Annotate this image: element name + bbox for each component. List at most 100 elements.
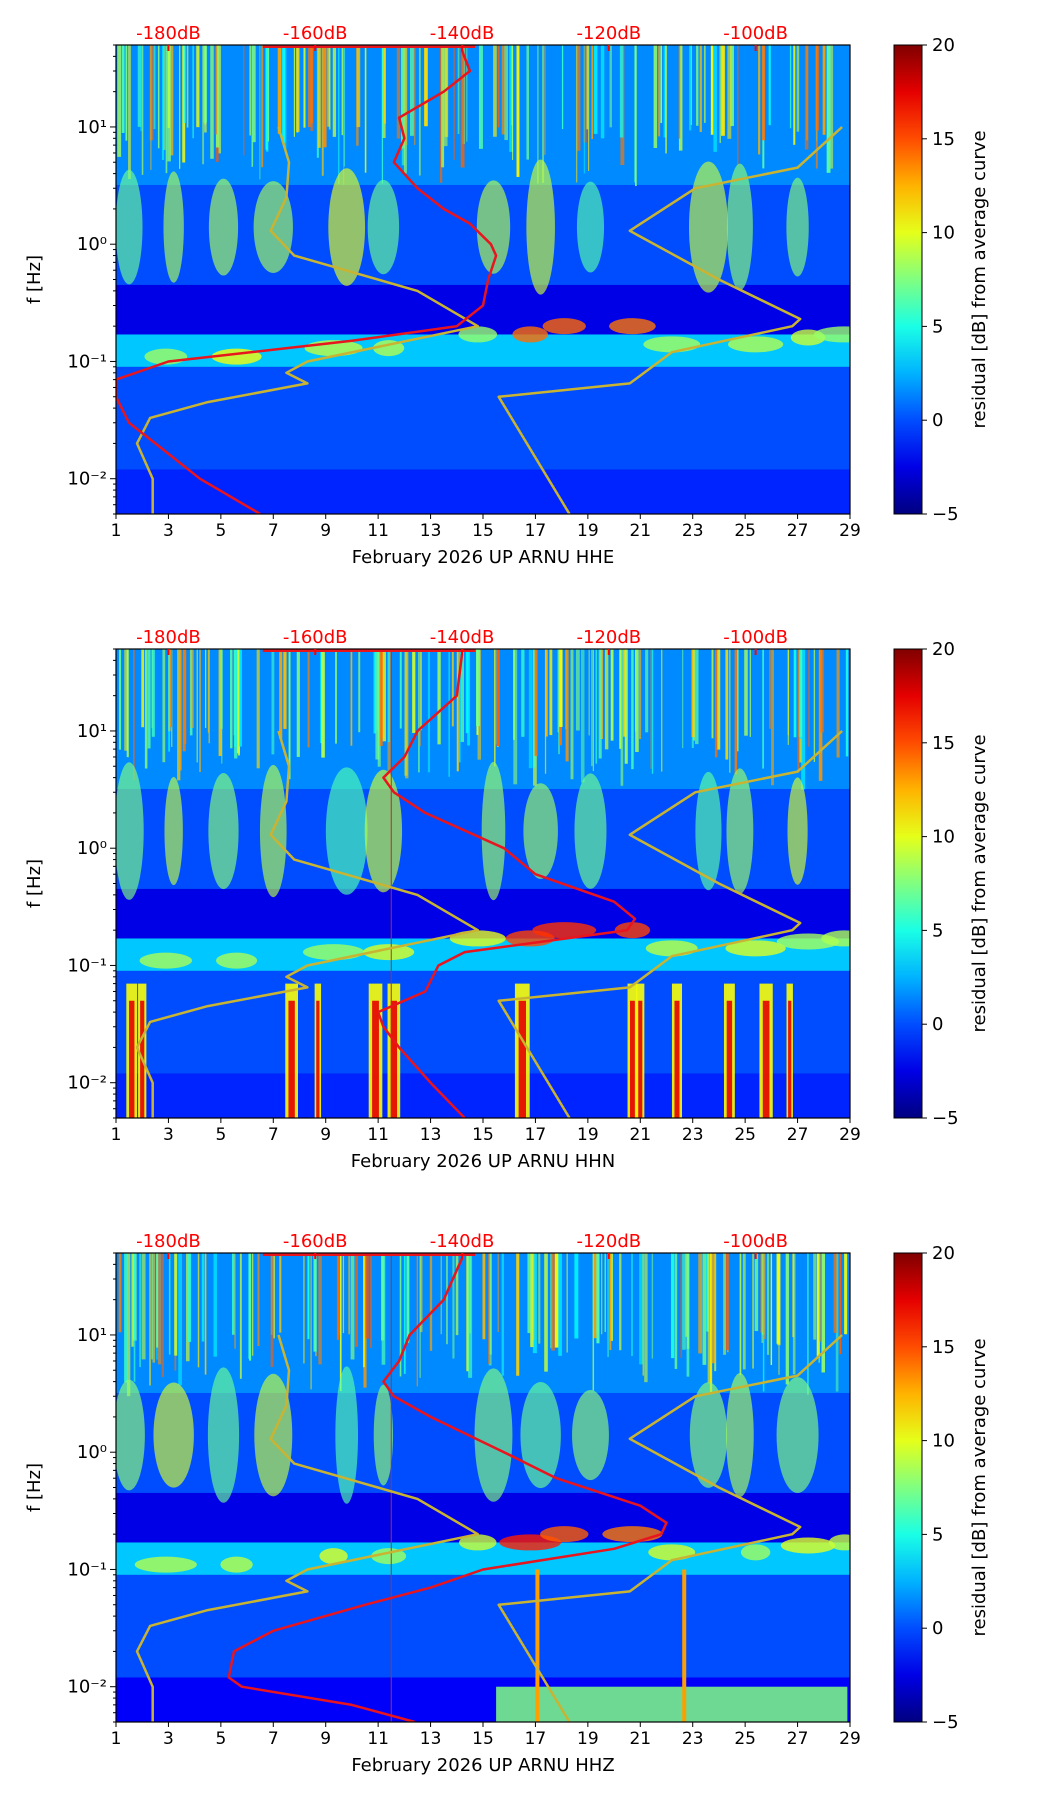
heatmap-storm-event bbox=[614, 922, 651, 939]
psd-curve bbox=[227, 1257, 668, 1722]
y-axis-label: f [Hz] bbox=[24, 859, 45, 908]
heatmap-streak bbox=[147, 649, 151, 749]
x-tick-label: 23 bbox=[682, 1729, 704, 1749]
db-top-label: -120dB bbox=[577, 23, 642, 44]
x-tick-label: 1 bbox=[111, 1729, 122, 1749]
heatmap-streak bbox=[609, 45, 612, 128]
heatmap-streak bbox=[170, 45, 174, 156]
heatmap-band bbox=[116, 1492, 850, 1543]
heatmap-streak bbox=[736, 649, 739, 752]
heatmap-streak bbox=[598, 649, 602, 759]
colorbar-tick-label: 0 bbox=[932, 1618, 943, 1639]
heatmap-streak bbox=[204, 45, 207, 133]
heatmap-streak bbox=[752, 1253, 754, 1369]
x-tick-label: 7 bbox=[268, 1125, 279, 1145]
colorbar-gradient bbox=[893, 44, 923, 515]
x-tick-label: 19 bbox=[577, 521, 599, 541]
heatmap-storm-event bbox=[542, 318, 586, 335]
heatmap-streak bbox=[364, 45, 367, 173]
heatmap-streak bbox=[277, 45, 282, 134]
heatmap-streak bbox=[358, 649, 361, 733]
heatmap-streak bbox=[279, 1253, 282, 1333]
heatmap-streak bbox=[318, 1253, 322, 1365]
colorbar-tick-label: 20 bbox=[932, 35, 955, 56]
heatmap-streak bbox=[604, 649, 609, 750]
heatmap-streak bbox=[187, 1253, 192, 1342]
heatmap-streak bbox=[558, 1253, 562, 1356]
heatmap-streak bbox=[819, 1253, 821, 1342]
heatmap-streak bbox=[179, 649, 182, 771]
x-tick-label: 11 bbox=[367, 521, 389, 541]
heatmap-blob bbox=[325, 767, 368, 895]
heatmap-streak bbox=[387, 649, 390, 743]
y-tick-label: 10⁻¹ bbox=[67, 955, 107, 976]
colorbar-tick-label: 5 bbox=[932, 1524, 943, 1545]
heatmap-streak bbox=[496, 649, 500, 747]
heatmap-blob bbox=[776, 1377, 819, 1493]
heatmap-streak bbox=[538, 1253, 541, 1344]
heatmap-streak bbox=[441, 45, 445, 168]
heatmap-streak bbox=[575, 45, 578, 183]
heatmap-streak bbox=[467, 649, 470, 746]
heatmap-streak bbox=[527, 1253, 531, 1334]
heatmap-lowfreq-event bbox=[682, 1569, 687, 1722]
heatmap-streak bbox=[678, 45, 681, 139]
x-tick-label: 1 bbox=[111, 1125, 122, 1145]
heatmap-streak bbox=[709, 1253, 713, 1395]
heatmap-blob bbox=[572, 1390, 609, 1481]
heatmap-streak bbox=[279, 649, 283, 739]
heatmap-streak bbox=[231, 1253, 235, 1335]
heatmap-streak bbox=[318, 45, 321, 148]
x-tick-label: 25 bbox=[734, 1729, 756, 1749]
heatmap-streak bbox=[140, 45, 143, 132]
reference-curve-left bbox=[135, 1334, 480, 1722]
heatmap-streak bbox=[453, 45, 455, 160]
heatmap-storm-event bbox=[740, 1544, 771, 1561]
heatmap-streak bbox=[249, 45, 251, 136]
heatmap-streak bbox=[424, 45, 428, 127]
heatmap-streak bbox=[711, 1253, 716, 1364]
heatmap-streak bbox=[266, 45, 269, 152]
heatmap-streak bbox=[665, 45, 667, 154]
heatmap-storm-event bbox=[458, 1534, 497, 1551]
heatmap-streak bbox=[220, 649, 223, 729]
heatmap-streak bbox=[118, 1253, 122, 1333]
heatmap-blob bbox=[481, 761, 506, 901]
reference-curve-left bbox=[135, 126, 480, 514]
x-tick-label: 5 bbox=[215, 521, 226, 541]
heatmap-streak bbox=[458, 649, 461, 763]
colorbar-tick-label: −5 bbox=[932, 1712, 959, 1733]
heatmap-streak bbox=[162, 649, 166, 763]
heatmap-streak bbox=[754, 1253, 759, 1332]
heatmap-streak bbox=[339, 1253, 342, 1392]
heatmap-streak bbox=[586, 45, 589, 130]
heatmap-blob bbox=[116, 169, 143, 285]
heatmap-streak bbox=[466, 45, 468, 142]
heatmap-streak bbox=[466, 1253, 469, 1372]
heatmap-streak bbox=[137, 45, 142, 127]
heatmap-streak bbox=[489, 1253, 492, 1355]
heatmap-streak bbox=[350, 649, 353, 746]
heatmap-streak bbox=[761, 1253, 763, 1343]
heatmap-streak bbox=[409, 45, 414, 136]
heatmap-streak bbox=[202, 45, 205, 165]
heatmap-streak bbox=[537, 45, 539, 184]
x-tick-label: 11 bbox=[367, 1125, 389, 1145]
colorbar-tick-label: 20 bbox=[932, 639, 955, 660]
x-tick-label: 3 bbox=[163, 1729, 174, 1749]
heatmap-streak bbox=[293, 45, 295, 137]
heatmap-streak bbox=[199, 649, 201, 773]
heatmap-blob bbox=[576, 181, 605, 273]
heatmap-streak bbox=[516, 45, 520, 177]
heatmap-streak bbox=[725, 649, 729, 760]
heatmap-streak bbox=[595, 649, 598, 764]
reference-curve-right bbox=[497, 126, 843, 514]
x-tick-label: 27 bbox=[787, 1729, 809, 1749]
heatmap-streak bbox=[475, 649, 480, 727]
heatmap-streak bbox=[201, 1253, 205, 1342]
heatmap-blob bbox=[208, 178, 239, 276]
colorbar-label: residual [dB] from average curve bbox=[969, 1338, 990, 1636]
heatmap-blob bbox=[208, 773, 239, 890]
heatmap-streak bbox=[592, 649, 594, 772]
